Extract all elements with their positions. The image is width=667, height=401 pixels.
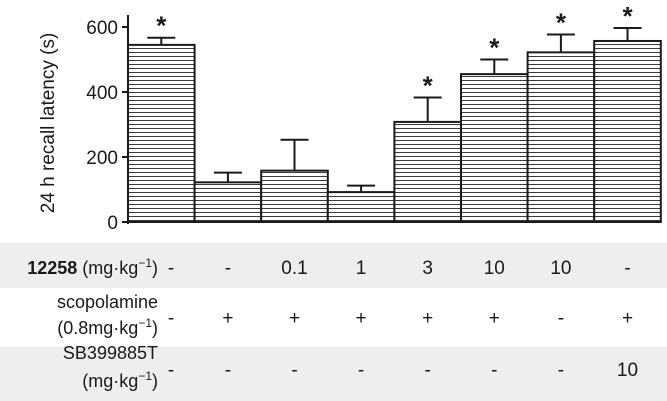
- row-1-cell-8: -: [624, 258, 630, 279]
- row-3-cell-1: -: [168, 360, 174, 381]
- bar-6: [526, 51, 596, 223]
- bar-4: [393, 120, 462, 223]
- row-label-2: scopolamine: [57, 292, 158, 312]
- table-row-2: scopolamine(0.8mg·kg−1) - + + + + + - +: [57, 292, 633, 338]
- error-bar-7: [613, 26, 642, 41]
- row-3-cell-4: -: [358, 360, 364, 381]
- significance-markers: * * * * *: [156, 1, 633, 101]
- y-axis-label: 24 h recall latency (s): [38, 33, 59, 214]
- row-2-cell-6: +: [489, 308, 500, 329]
- significance-star-0: *: [156, 11, 167, 41]
- bar-5: [460, 73, 529, 223]
- significance-star-6: *: [556, 7, 567, 37]
- error-bar-1: [213, 171, 242, 183]
- row-label-3: SB399885T: [63, 343, 158, 363]
- row-label-1: 12258 (mg·kg−1): [27, 256, 158, 278]
- row-2-cell-4: +: [356, 308, 367, 329]
- row-3-cell-8: 10: [617, 360, 638, 381]
- significance-star-5: *: [489, 33, 500, 63]
- y-tick-label-1: 200: [86, 148, 118, 169]
- error-bar-0: [147, 36, 176, 45]
- treatment-table: 12258 (mg·kg−1) - -0.1 1 3 10 10 -scopolamine(0…: [27, 256, 638, 391]
- bar-2: [260, 169, 329, 223]
- row-2-cell-5: +: [422, 308, 433, 329]
- row-3-cell-3: -: [291, 360, 297, 381]
- bar-0: [127, 43, 196, 223]
- row-2-cell-8: +: [622, 308, 633, 329]
- table-band-row-3: [0, 347, 667, 401]
- bar-1: [193, 181, 263, 224]
- row-1-cell-4: 1: [356, 258, 367, 279]
- y-tick-label-0: 0: [107, 213, 118, 234]
- y-tick-label-3: 600: [86, 18, 118, 39]
- row-label-line2-2: (0.8mg·kg−1): [57, 316, 158, 338]
- row-2-cell-3: +: [289, 308, 300, 329]
- row-2-cell-1: -: [168, 308, 174, 329]
- error-bar-5: [480, 58, 509, 75]
- row-1-cell-1: -: [168, 258, 174, 279]
- error-bar-2: [280, 138, 309, 171]
- significance-star-4: *: [423, 71, 434, 101]
- bars: [127, 39, 662, 224]
- table-band-row-1: [0, 243, 667, 288]
- row-label-line2-3: (mg·kg−1): [82, 369, 158, 391]
- error-bar-3: [347, 184, 376, 193]
- error-bar-4: [413, 96, 442, 122]
- y-tick-label-2: 400: [86, 83, 118, 104]
- row-1-cell-7: 10: [550, 258, 571, 279]
- row-2-cell-7: -: [558, 308, 564, 329]
- table-row-1: 12258 (mg·kg−1) - -0.1 1 3 10 10-: [27, 256, 630, 279]
- row-1-cell-3: 0.1: [281, 258, 307, 279]
- row-3-cell-2: -: [225, 360, 231, 381]
- error-bars: [147, 26, 642, 193]
- row-1-cell-2: -: [225, 258, 231, 279]
- row-3-cell-5: -: [425, 360, 431, 381]
- significance-star-7: *: [622, 1, 633, 31]
- row-3-cell-7: -: [558, 360, 564, 381]
- row-2-cell-2: +: [222, 308, 233, 329]
- row-3-cell-6: -: [491, 360, 497, 381]
- table-row-3: SB399885T(mg·kg−1) - - - - - - -10: [63, 343, 638, 391]
- y-ticks: 0 200 400 600: [86, 18, 128, 234]
- row-1-cell-5: 3: [422, 258, 433, 279]
- bar-7: [593, 39, 662, 223]
- row-1-cell-6: 10: [484, 258, 505, 279]
- bar-3: [326, 191, 396, 224]
- error-bar-6: [546, 33, 575, 53]
